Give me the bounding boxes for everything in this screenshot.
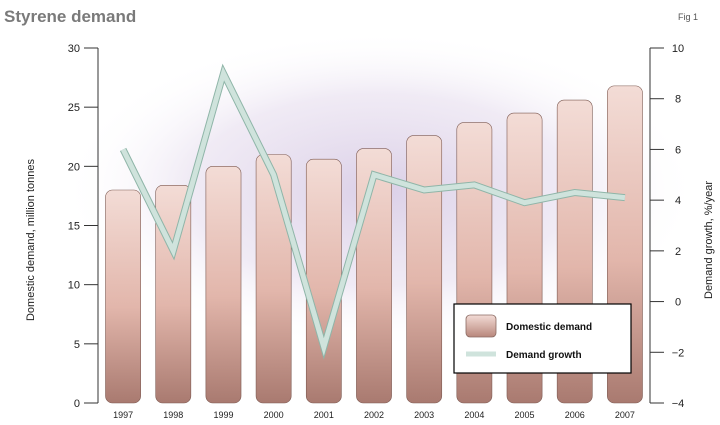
chart-title: Styrene demand	[4, 7, 136, 26]
right-tick-label: 6	[675, 144, 681, 156]
x-tick-label-2005: 2005	[515, 410, 535, 420]
left-tick-label: 25	[68, 102, 80, 114]
x-tick-label-2003: 2003	[414, 410, 434, 420]
x-tick-label-2000: 2000	[264, 410, 284, 420]
right-y-axis: −4 −2 0 2 4 6 8 10	[649, 43, 685, 410]
legend-swatch-domestic-demand	[465, 314, 497, 338]
bar-2003	[406, 135, 443, 404]
legend-box	[453, 303, 632, 374]
x-tick-label-2007: 2007	[615, 410, 635, 420]
legend-label-demand-growth: Demand growth	[506, 350, 582, 361]
x-tick-label-2006: 2006	[565, 410, 585, 420]
bar-2001	[305, 158, 342, 404]
right-tick-label: −4	[672, 398, 685, 410]
left-tick-label: 5	[74, 339, 80, 351]
right-tick-label: 0	[675, 297, 681, 309]
right-tick-label: 2	[675, 246, 681, 258]
line-series-demand-growth	[119, 63, 626, 360]
x-tick-label-2002: 2002	[364, 410, 384, 420]
left-axis-title: Domestic demand, million tonnes	[25, 158, 37, 321]
x-tick-label-1998: 1998	[163, 410, 183, 420]
left-tick-label: 10	[68, 280, 80, 292]
legend: Domestic demand Demand growth	[453, 303, 632, 374]
right-tick-label: −2	[672, 347, 685, 359]
left-tick-label: 0	[74, 398, 80, 410]
bar-1997	[105, 189, 141, 404]
left-tick-label: 20	[68, 161, 80, 173]
x-tick-label-2004: 2004	[464, 410, 484, 420]
left-y-axis: 0 5 10 15 20 25 30	[68, 43, 99, 410]
x-tick-label-2001: 2001	[314, 410, 334, 420]
x-tick-label-1997: 1997	[113, 410, 133, 420]
figure-label: Fig 1	[678, 12, 698, 22]
right-tick-label: 8	[675, 94, 681, 106]
bar-1999	[205, 166, 242, 404]
right-tick-label: 10	[672, 43, 684, 55]
x-axis-tick-labels: 1997 1998 1999 2000 2001 2002 2003 2004 2005 2006…	[113, 410, 635, 420]
x-tick-label-1999: 1999	[213, 410, 233, 420]
right-tick-label: 4	[675, 195, 681, 207]
left-tick-label: 30	[68, 43, 80, 55]
right-axis-title: Demand growth, %/year	[703, 181, 715, 299]
left-tick-label: 15	[68, 221, 80, 233]
bar-2000	[255, 154, 292, 404]
legend-label-domestic-demand: Domestic demand	[506, 322, 592, 333]
